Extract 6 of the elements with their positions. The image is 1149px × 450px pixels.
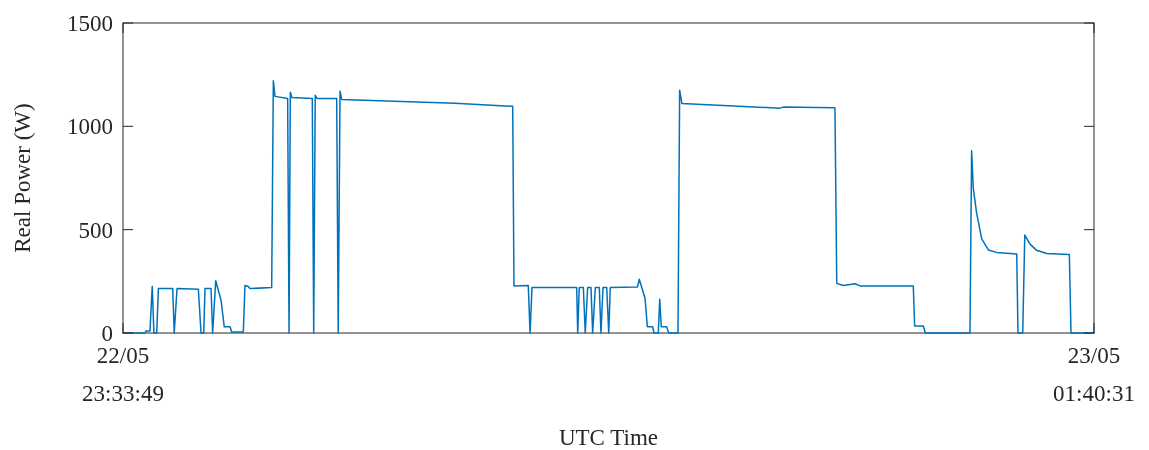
y-tick-label: 1000 bbox=[67, 114, 113, 140]
y-tick-label: 500 bbox=[78, 217, 113, 243]
x-axis-title: UTC Time bbox=[558, 425, 659, 450]
y-tick-label: 1500 bbox=[67, 11, 113, 37]
x-tick-label: 23/05 01:40:31 bbox=[1053, 343, 1135, 406]
y-axis-title: Real Power (W) bbox=[10, 103, 35, 253]
